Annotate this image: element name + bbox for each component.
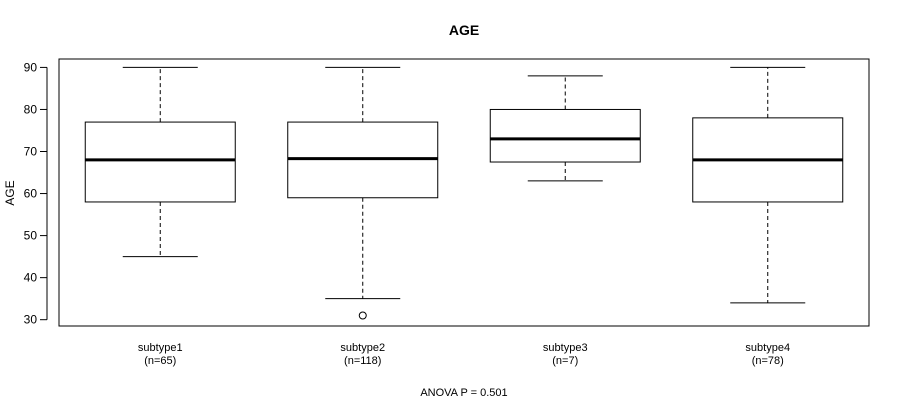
category-count-label: (n=65)	[144, 355, 176, 367]
box-group-subtype1	[84, 66, 236, 258]
box-group-subtype4	[692, 66, 844, 304]
y-axis: 30 40 50 60 70 80 90	[24, 60, 48, 327]
y-tick-label: 60	[24, 187, 38, 201]
anova-footnote: ANOVA P = 0.501	[420, 387, 507, 399]
y-tick-label: 70	[24, 145, 38, 159]
category-label: subtype4	[745, 342, 790, 354]
box-group-subtype3	[489, 75, 641, 182]
x-axis-labels: subtype1(n=65)subtype2(n=118)subtype3(n=…	[138, 342, 790, 367]
box-iqr	[489, 108, 641, 163]
plot-frame	[58, 58, 870, 327]
y-axis-label: AGE	[3, 180, 17, 205]
box-group-subtype2	[287, 66, 439, 320]
box-layer	[84, 66, 844, 320]
y-tick-label: 50	[24, 229, 38, 243]
category-count-label: (n=7)	[552, 355, 578, 367]
category-label: subtype2	[340, 342, 385, 354]
category-label: subtype3	[543, 342, 588, 354]
category-count-label: (n=118)	[344, 355, 381, 367]
outlier-point	[358, 311, 367, 320]
category-label: subtype1	[138, 342, 183, 354]
y-tick-label: 30	[24, 313, 38, 327]
box-iqr	[84, 121, 236, 203]
y-tick-label: 80	[24, 102, 38, 116]
y-tick-label: 90	[24, 60, 38, 74]
y-tick-label: 40	[24, 271, 38, 285]
category-count-label: (n=78)	[752, 355, 784, 367]
chart-title: AGE	[449, 22, 479, 38]
